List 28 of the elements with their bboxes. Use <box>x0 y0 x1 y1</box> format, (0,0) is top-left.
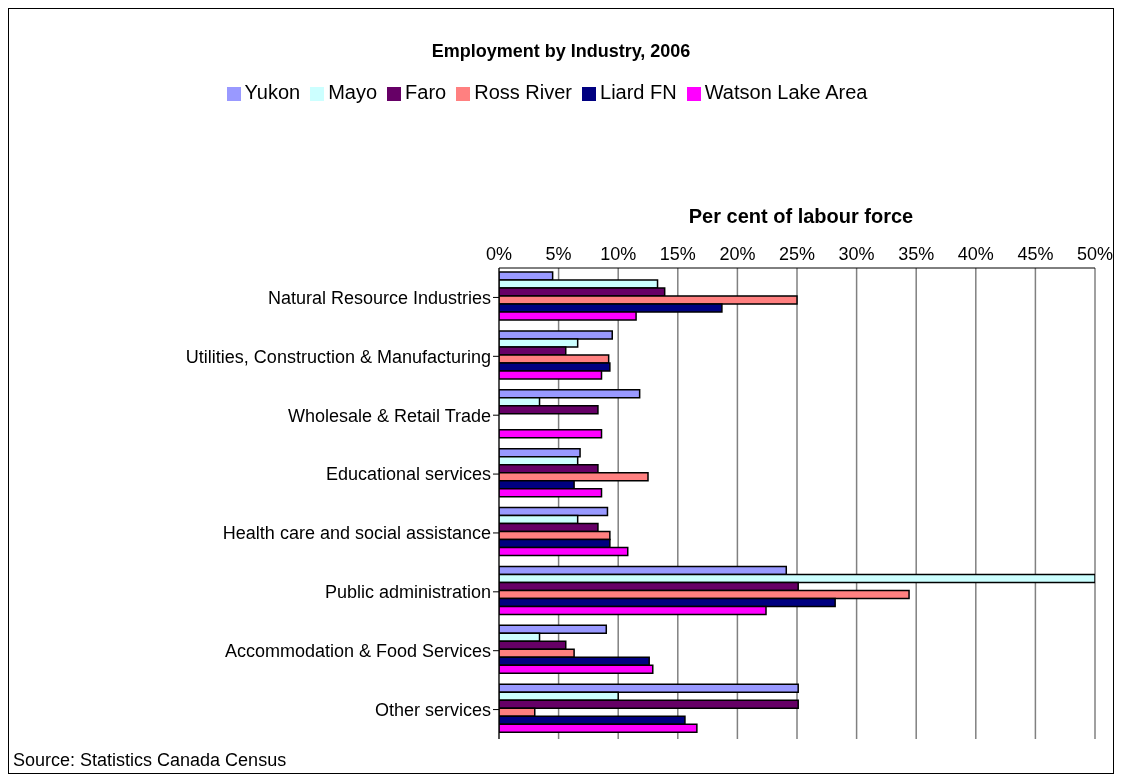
y-tick-label: Other services <box>374 699 491 720</box>
legend-label: Liard FN <box>600 81 677 103</box>
x-tick-label: 30% <box>838 244 875 264</box>
chart-title: Employment by Industry, 2006 <box>430 41 692 62</box>
y-tick-label: Natural Resource Industries <box>267 287 491 308</box>
x-tick-label: 35% <box>898 244 935 264</box>
x-tick-label: 5% <box>545 244 572 264</box>
x-tick-label: 40% <box>957 244 994 264</box>
x-tick-label: 20% <box>719 244 756 264</box>
legend-label: Ross River <box>474 81 573 103</box>
x-tick-label: 45% <box>1017 244 1054 264</box>
source-note: Source: Statistics Canada Census <box>13 750 287 771</box>
y-tick-label: Public administration <box>324 582 491 603</box>
x-tick-label: 10% <box>600 244 637 264</box>
x-axis-title: Per cent of labour force <box>687 205 915 228</box>
legend-label: Faro <box>405 81 447 103</box>
x-tick-label: 15% <box>659 244 696 264</box>
legend-label: Mayo <box>328 81 378 103</box>
y-tick-label: Educational services <box>325 464 491 485</box>
legend-label: Watson Lake Area <box>704 81 868 103</box>
y-tick-label: Accommodation & Food Services <box>224 641 491 662</box>
x-tick-label: 0% <box>485 244 513 264</box>
x-tick-label: 25% <box>778 244 816 264</box>
y-tick-label: Health care and social assistance <box>222 523 491 544</box>
y-tick-label: Utilities, Construction & Manufacturing <box>185 346 491 367</box>
legend-label: Yukon <box>244 81 301 103</box>
y-tick-label: Wholesale & Retail Trade <box>287 405 491 426</box>
x-tick-label: 50% <box>1076 244 1114 264</box>
